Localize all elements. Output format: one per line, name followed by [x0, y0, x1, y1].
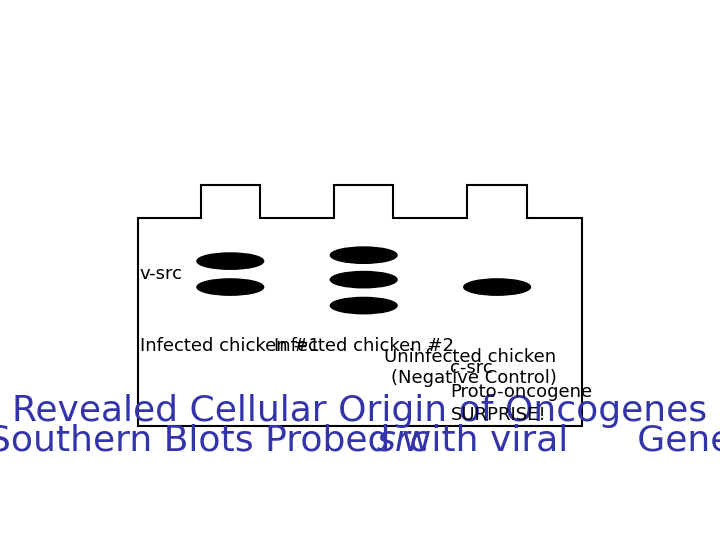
Ellipse shape [197, 253, 264, 269]
Ellipse shape [330, 272, 397, 288]
Text: Infected chicken #1: Infected chicken #1 [140, 337, 320, 355]
Ellipse shape [464, 279, 531, 295]
Ellipse shape [197, 279, 264, 295]
Text: Infected chicken #2: Infected chicken #2 [274, 337, 454, 355]
Text: Revealed Cellular Origin of Oncogenes: Revealed Cellular Origin of Oncogenes [12, 394, 708, 428]
Text: Uninfected chicken
(Negative Control): Uninfected chicken (Negative Control) [384, 348, 557, 387]
Ellipse shape [330, 247, 397, 264]
Text: src: src [376, 423, 430, 457]
Text: c-src
Proto-oncogene
SURPRISE!: c-src Proto-oncogene SURPRISE! [451, 359, 593, 424]
Text: Southern Blots Probed with viral      Gene: Southern Blots Probed with viral Gene [0, 423, 720, 457]
Ellipse shape [330, 298, 397, 314]
Text: v-src: v-src [139, 265, 182, 283]
